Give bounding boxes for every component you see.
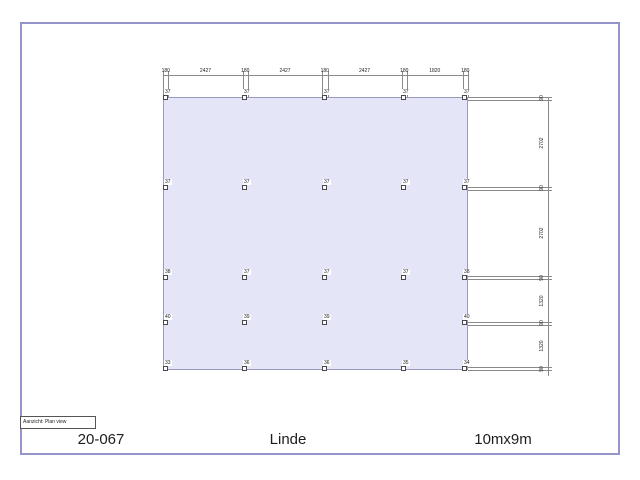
- post-symbol: [401, 95, 406, 100]
- right-dimension-label: 2702: [539, 227, 545, 239]
- top-dimension-label: 1820: [429, 68, 441, 74]
- right-dimension-label: 1320: [539, 340, 545, 352]
- right-dimension-tick: [468, 279, 552, 280]
- top-dimension-tick: [322, 71, 323, 97]
- project-size: 10mx9m: [474, 431, 532, 448]
- top-dimension-label: 2427: [199, 68, 212, 74]
- post-symbol: [462, 185, 467, 190]
- post-symbol: [401, 366, 406, 371]
- post-label: 37: [164, 179, 172, 185]
- project-name: Linde: [269, 431, 307, 448]
- post-symbol: [163, 275, 168, 280]
- post-label: 37: [402, 269, 410, 275]
- right-dimension-tick: [468, 187, 552, 188]
- post-symbol: [462, 275, 467, 280]
- post-label: 37: [164, 89, 172, 95]
- post-symbol: [462, 366, 467, 371]
- post-symbol: [322, 366, 327, 371]
- right-dimension-label: 90: [539, 95, 545, 102]
- post-symbol: [322, 320, 327, 325]
- post-label: 37: [323, 89, 331, 95]
- top-dimension-tick: [163, 71, 164, 97]
- post-label: 38: [463, 269, 471, 275]
- top-dimension-tick: [463, 71, 464, 97]
- top-dimension-label: 180: [241, 68, 250, 74]
- top-dimension-label: 180: [400, 68, 409, 74]
- plan-rectangle: [163, 97, 468, 370]
- post-symbol: [163, 185, 168, 190]
- right-dimension-tick: [468, 322, 552, 323]
- post-label: 37: [463, 179, 471, 185]
- right-dimension-tick: [468, 100, 552, 101]
- page-border: [20, 22, 620, 455]
- right-dimension-label: 90: [539, 365, 545, 372]
- project-number: 20-067: [77, 431, 125, 448]
- post-label: 34: [463, 360, 471, 366]
- view-label-box: Aanzicht: Plan view: [20, 416, 96, 429]
- post-label: 37: [243, 179, 251, 185]
- post-label: 39: [243, 314, 251, 320]
- post-label: 37: [463, 89, 471, 95]
- post-symbol: [401, 275, 406, 280]
- post-symbol: [242, 185, 247, 190]
- post-symbol: [242, 320, 247, 325]
- top-dimension-tick: [328, 71, 329, 97]
- post-label: 37: [243, 89, 251, 95]
- post-label: 37: [402, 179, 410, 185]
- post-symbol: [322, 95, 327, 100]
- right-dimension-tick: [468, 370, 552, 371]
- post-label: 37: [402, 89, 410, 95]
- right-dimension-tick: [468, 190, 552, 191]
- post-label: 36: [243, 360, 251, 366]
- post-symbol: [401, 185, 406, 190]
- top-dimension-line: [163, 75, 468, 76]
- post-label: 38: [164, 269, 172, 275]
- post-symbol: [462, 320, 467, 325]
- post-label: 33: [164, 360, 172, 366]
- right-dimension-tick: [468, 325, 552, 326]
- right-dimension-label: 2702: [539, 137, 545, 149]
- post-symbol: [322, 275, 327, 280]
- post-symbol: [242, 275, 247, 280]
- top-dimension-label: 180: [161, 68, 170, 74]
- post-label: 37: [323, 179, 331, 185]
- top-dimension-tick: [407, 71, 408, 97]
- top-dimension-tick: [468, 71, 469, 97]
- right-dimension-label: 90: [539, 320, 545, 327]
- top-dimension-tick: [168, 71, 169, 97]
- top-dimension-tick: [402, 71, 403, 97]
- post-label: 40: [463, 314, 471, 320]
- post-label: 37: [323, 269, 331, 275]
- right-dimension-label: 90: [539, 185, 545, 191]
- top-dimension-label: 180: [461, 68, 470, 74]
- post-symbol: [242, 95, 247, 100]
- post-symbol: [163, 366, 168, 371]
- top-dimension-tick: [243, 71, 244, 97]
- right-dimension-tick: [468, 97, 552, 98]
- view-label: Aanzicht: Plan view: [23, 419, 67, 425]
- post-symbol: [322, 185, 327, 190]
- right-dimension-tick: [468, 367, 552, 368]
- post-symbol: [163, 95, 168, 100]
- post-symbol: [462, 95, 467, 100]
- post-symbol: [163, 320, 168, 325]
- post-symbol: [242, 366, 247, 371]
- right-dimension-tick: [468, 276, 552, 277]
- right-dimension-label: 1320: [539, 295, 545, 307]
- post-label: 37: [243, 269, 251, 275]
- post-label: 35: [402, 360, 410, 366]
- right-dimension-label: 90: [539, 275, 545, 281]
- top-dimension-label: 2427: [279, 68, 291, 74]
- top-dimension-label: 2427: [358, 68, 371, 74]
- top-dimension-tick: [248, 71, 249, 97]
- post-label: 40: [164, 314, 172, 320]
- right-dimension-line: [548, 97, 549, 376]
- post-label: 36: [323, 360, 331, 366]
- top-dimension-label: 180: [320, 68, 329, 74]
- post-label: 39: [323, 314, 331, 320]
